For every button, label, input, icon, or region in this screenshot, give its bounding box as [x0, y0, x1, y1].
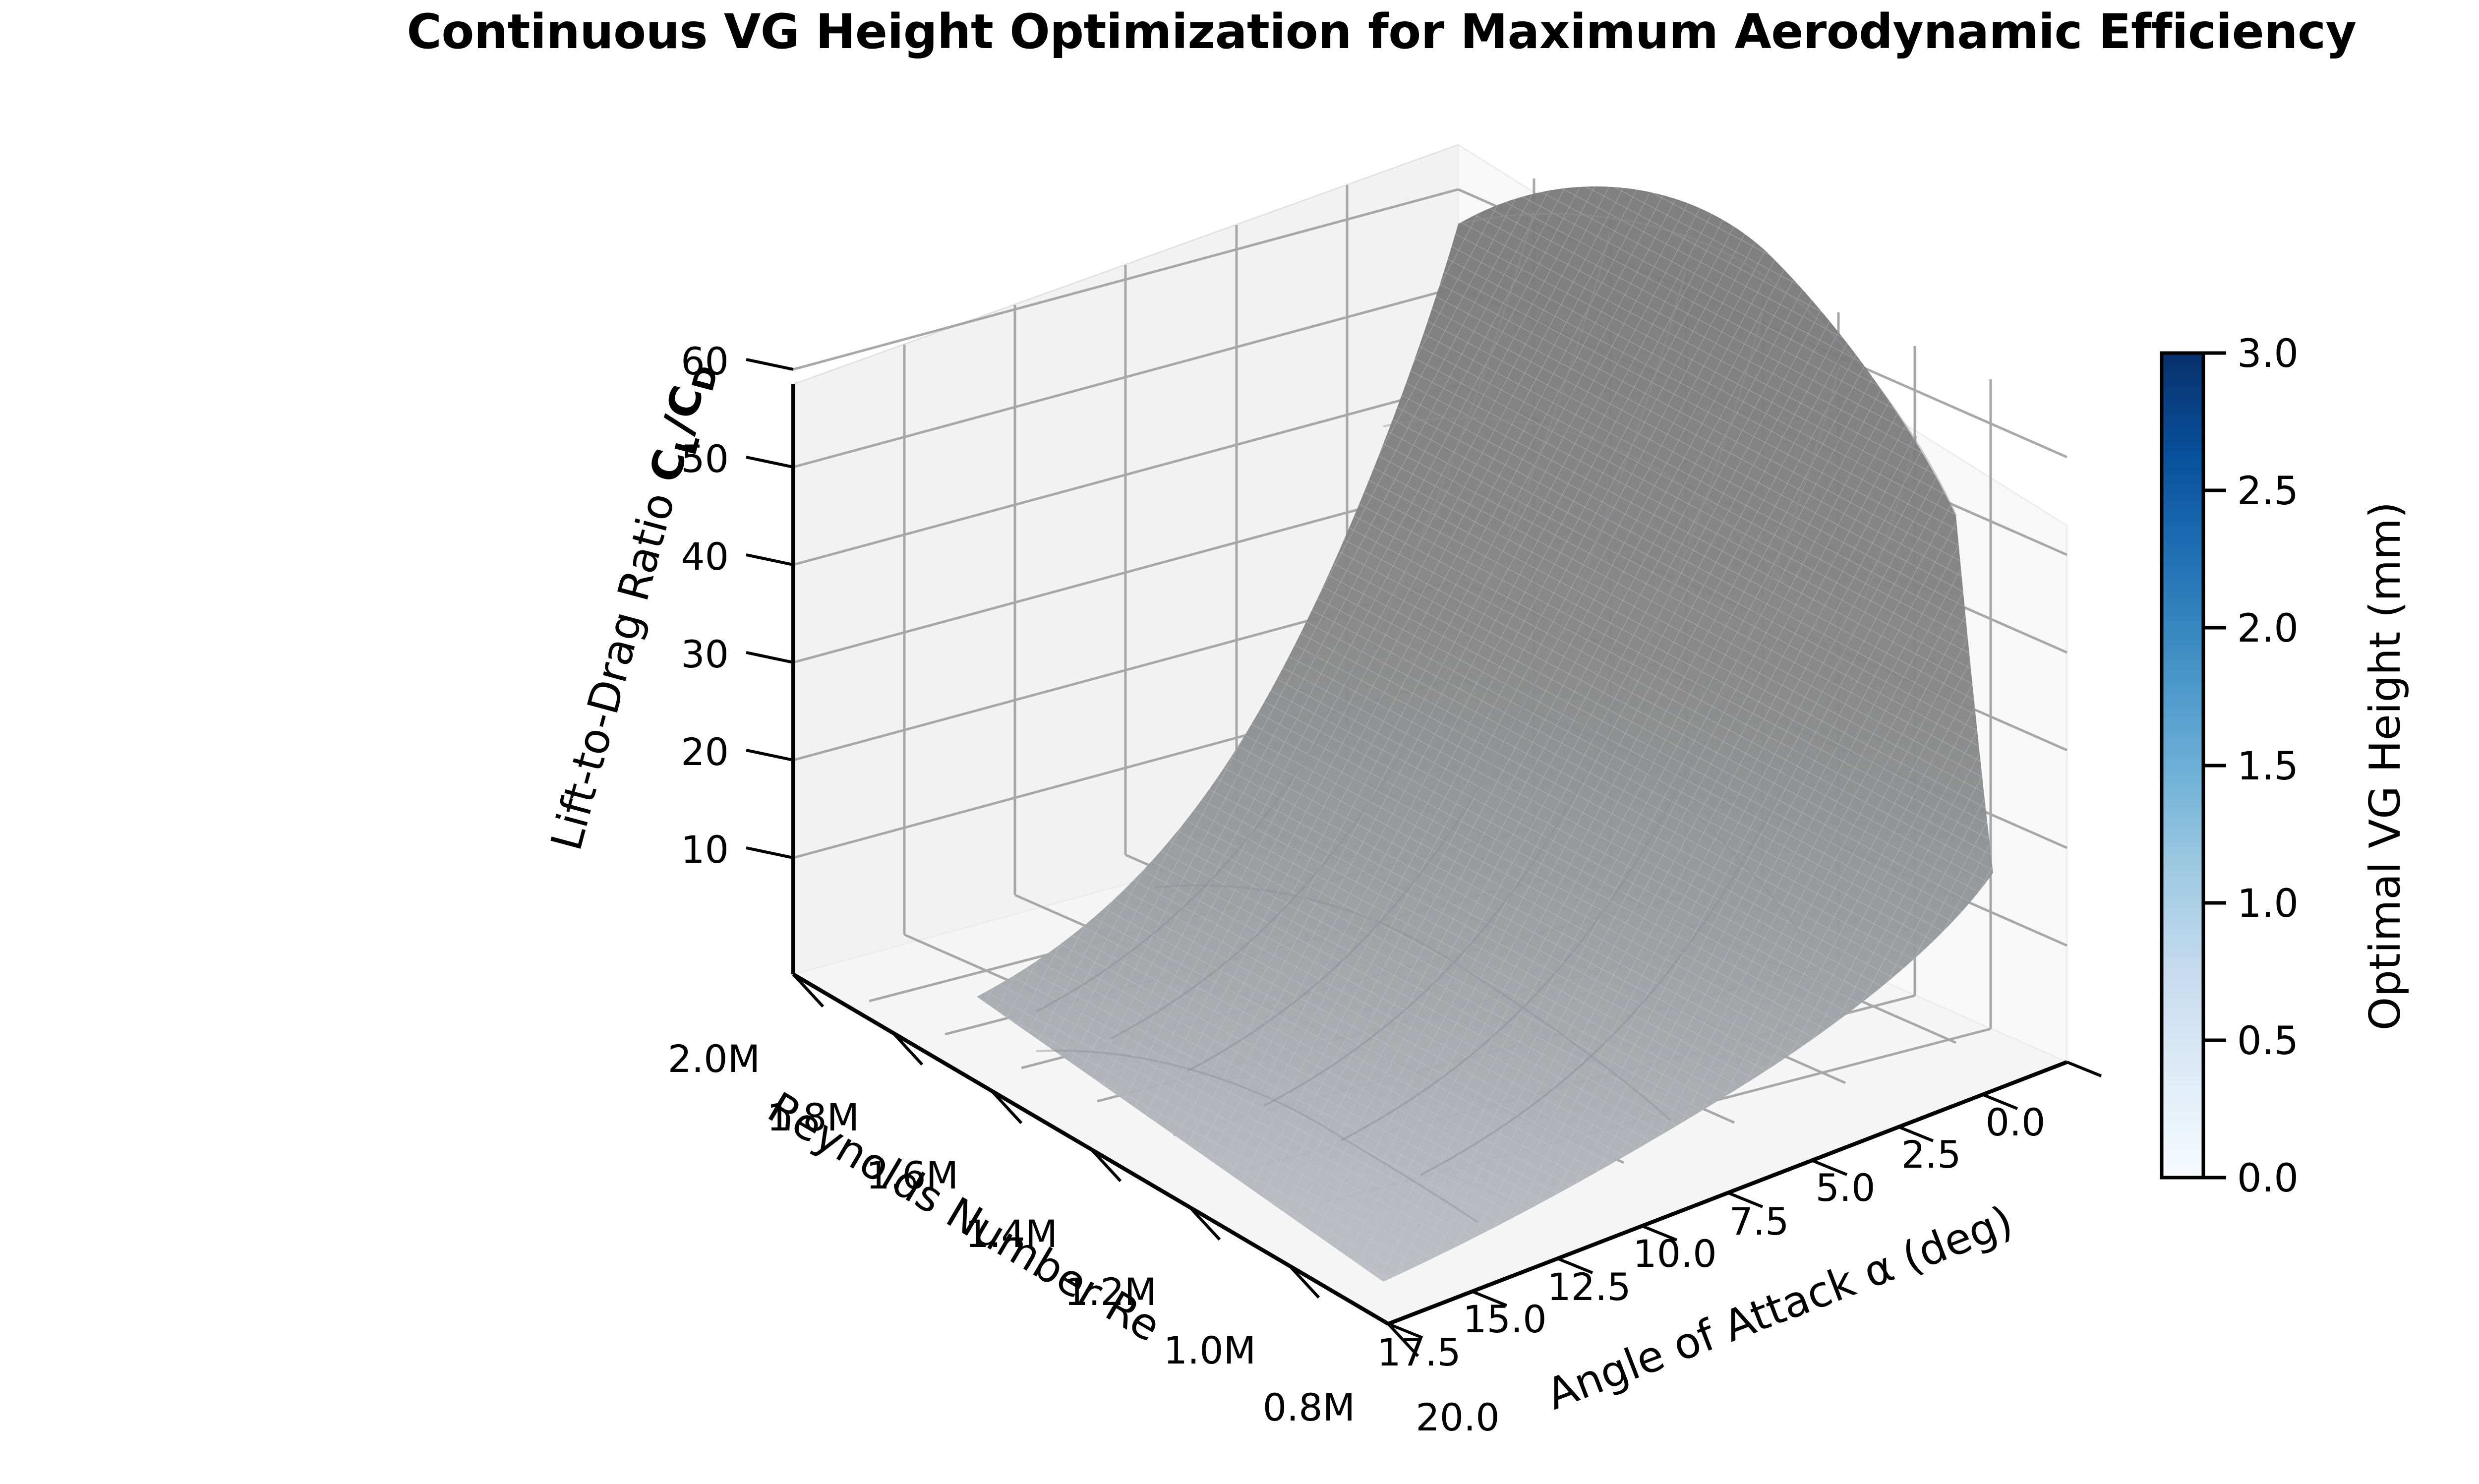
y-tick-mark-8 [1387, 1322, 1423, 1339]
surface-isoline-y1 [1458, 212, 1957, 516]
x-tick-mark-3 [1089, 1147, 1122, 1183]
x-tick-label: 2.0M [668, 1037, 760, 1081]
z-tick-mark-30 [746, 651, 794, 664]
colorbar-tick-label: 0.5 [2237, 1019, 2299, 1064]
y-tick-label: 15.0 [1463, 1297, 1546, 1341]
y-axis-ticks: 0.0 2.5 5.0 7.5 10.0 12.5 15.0 17.5 20.0 [1377, 1061, 2102, 1439]
surface-isoline-x3 [1187, 267, 1687, 1072]
y-tick-label: 5.0 [1816, 1166, 1876, 1210]
x-tick-mark-1 [1288, 1264, 1320, 1299]
y-tick-label: 17.5 [1377, 1330, 1461, 1374]
y-tick-label: 7.5 [1729, 1199, 1789, 1244]
colorbar-tick-label: 2.0 [2237, 606, 2299, 651]
z-tick-label: 40 [681, 534, 729, 579]
colorbar-tick-label: 3.0 [2237, 332, 2299, 376]
x-tick-mark-4 [990, 1089, 1023, 1125]
surface-isoline-x5 [1341, 366, 1840, 1141]
surface-isoline-y2 [1383, 416, 1885, 744]
z-tick-mark-50 [746, 456, 794, 469]
z-tick-label: 50 [681, 437, 729, 481]
x-tick-mark-5 [891, 1031, 924, 1066]
x-tick-label: 1.2M [1064, 1270, 1157, 1314]
colorbar: 0.0 0.5 1.0 1.5 2.0 2.5 3.0 Optimal VG H… [2160, 332, 2410, 1201]
y-tick-mark-0 [2066, 1061, 2102, 1077]
surface-mesh [977, 186, 1993, 1282]
surface-isoline-y4 [1155, 884, 1672, 1122]
page-title: Continuous VG Height Optimization for Ma… [407, 4, 2357, 59]
z-axis-title-main: Lift-to-Drag Ratio [541, 475, 688, 855]
z-tick-label: 60 [681, 339, 729, 383]
z-tick-mark-60 [746, 358, 794, 371]
z-tick-mark-10 [746, 846, 794, 859]
z-tick-label: 10 [681, 828, 729, 872]
x-tick-label: 1.0M [1164, 1328, 1256, 1372]
y-tick-mark-3 [1812, 1159, 1848, 1176]
y-tick-label: 2.5 [1901, 1132, 1961, 1177]
x-tick-mark-6 [792, 973, 825, 1008]
surface-isoline-x1 [1036, 210, 1535, 1012]
y-tick-label: 10.0 [1633, 1232, 1716, 1276]
surface-mesh-overlay [977, 186, 1993, 1282]
surface-isoline-y5 [1036, 1049, 1478, 1223]
x-tick-mark-0 [1387, 1322, 1419, 1358]
surface-isoline-x4 [1264, 312, 1764, 1107]
y-axis-spine [1387, 1060, 2068, 1326]
x-tick-label: 1.8M [767, 1095, 859, 1139]
z-axis-title-group: Lift-to-Drag Ratio CL/CD [541, 357, 725, 857]
z-tick-mark-20 [746, 749, 794, 762]
colorbar-gradient [2160, 351, 2205, 1180]
colorbar-tick-label: 1.0 [2237, 882, 2299, 926]
x-tick-label: 1.4M [965, 1212, 1058, 1256]
y-tick-label: 12.5 [1547, 1265, 1631, 1309]
colorbar-tick-label: 0.0 [2237, 1156, 2299, 1201]
z-axis-title: Lift-to-Drag Ratio CL/CD [541, 357, 725, 857]
surface-isoline-y3 [1289, 653, 1801, 933]
z-tick-label: 20 [681, 730, 729, 774]
y-tick-mark-7 [1472, 1290, 1508, 1307]
y-tick-mark-6 [1557, 1257, 1594, 1274]
surface-isoline-x2 [1110, 232, 1611, 1040]
x-tick-mark-2 [1188, 1206, 1221, 1241]
z-axis-ticks: 10 20 30 40 50 60 [681, 339, 794, 872]
y-tick-mark-4 [1727, 1191, 1764, 1208]
x-axis-ticks: 0.8M 1.0M 1.2M 1.4M 1.6M 1.8M 2.0M [668, 973, 1419, 1429]
colorbar-tick-label: 2.5 [2237, 469, 2299, 514]
y-tick-mark-5 [1642, 1225, 1678, 1242]
x-tick-label: 0.8M [1263, 1385, 1355, 1429]
surface-isoline-x6 [1420, 436, 1917, 1176]
colorbar-title-group: Optimal VG Height (mm) [2361, 502, 2410, 1031]
z-tick-label: 30 [681, 632, 729, 676]
y-tick-mark-2 [1898, 1126, 1934, 1142]
x-tick-label: 1.6M [866, 1153, 958, 1197]
colorbar-title: Optimal VG Height (mm) [2361, 502, 2410, 1031]
z-tick-mark-40 [746, 553, 794, 566]
y-tick-mark-1 [1982, 1093, 2018, 1110]
y-tick-label: 20.0 [1416, 1395, 1499, 1439]
y-tick-label: 0.0 [1986, 1100, 2046, 1144]
colorbar-tick-label: 1.5 [2237, 744, 2299, 789]
